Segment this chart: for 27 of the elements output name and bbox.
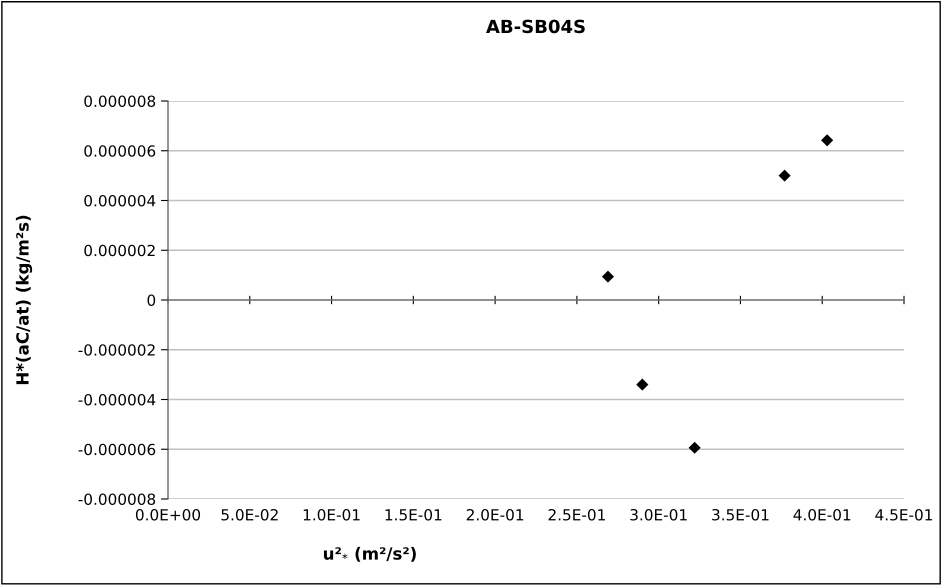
point <box>821 134 834 146</box>
x-axis-title: u²$_{*}$ (m²/s²) <box>324 546 416 562</box>
y-axis-title: H*(aC/at) (kg/m²s) <box>16 216 32 384</box>
y-tick-label: 0 <box>147 294 156 306</box>
y-tick-label: -0.000004 <box>78 394 156 406</box>
x-tick-label: 4.5E-01 <box>875 508 932 521</box>
point <box>688 442 701 454</box>
point <box>636 378 648 391</box>
point <box>778 170 791 182</box>
x-tick-label: 1.0E-01 <box>304 508 360 521</box>
y-tick-label: 0.000006 <box>84 145 156 157</box>
y-tick-label: -0.000002 <box>78 344 155 356</box>
x-tick-label: 2.5E-01 <box>548 508 605 521</box>
x-tick-label: 2.0E-01 <box>466 508 524 521</box>
y-tick-label: -0.000008 <box>78 493 156 506</box>
y-tick-label: 0.000002 <box>84 244 155 256</box>
x-tick-label: 3.5E-01 <box>712 508 768 521</box>
chart-title: AB-SB04S <box>486 20 585 34</box>
y-tick-label: 0.000004 <box>84 194 156 207</box>
x-tick-label: 3.0E-01 <box>630 508 687 521</box>
y-tick-label: 0.000008 <box>84 95 156 108</box>
x-tick-label: 1.5E-01 <box>386 508 442 521</box>
x-tick-label: 5.0E-02 <box>222 508 278 521</box>
x-tick-label: 4.0E-01 <box>794 508 850 521</box>
y-tick-label: -0.000006 <box>78 444 156 456</box>
x-tick-label: 0.0E+00 <box>136 508 200 521</box>
point <box>602 270 614 283</box>
